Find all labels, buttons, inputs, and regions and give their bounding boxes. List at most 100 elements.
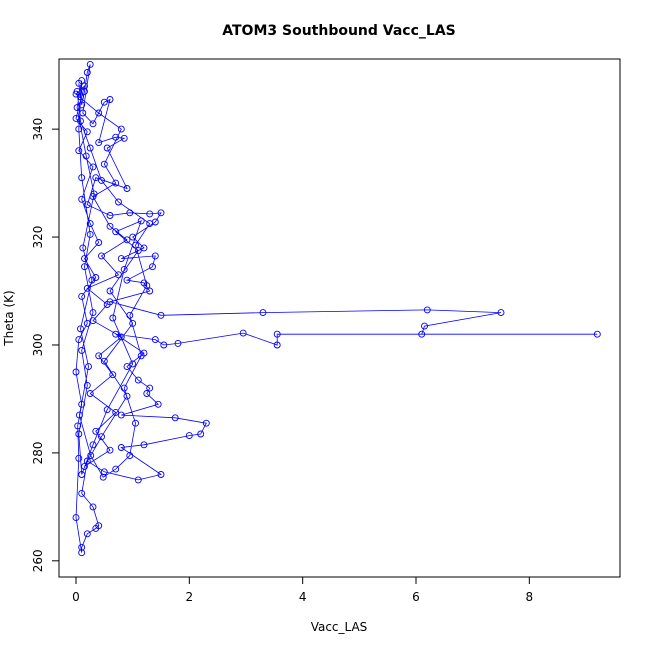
data-point — [112, 228, 120, 236]
data-point — [89, 309, 97, 317]
data-point — [78, 77, 86, 85]
data-point — [78, 195, 86, 203]
data-point — [421, 322, 428, 330]
data-point — [78, 543, 86, 551]
data-point — [86, 390, 94, 397]
data-point — [134, 476, 142, 484]
data-point — [239, 329, 247, 337]
data-point — [418, 330, 426, 338]
data-point — [146, 210, 154, 218]
data-point — [81, 82, 88, 90]
data-point — [137, 352, 145, 360]
data-point — [134, 376, 142, 384]
data-point — [143, 282, 151, 290]
y-axis-label: Theta (K) — [2, 290, 16, 346]
data-point — [73, 104, 81, 112]
data-point — [98, 176, 105, 184]
data-point — [89, 441, 97, 449]
data-point — [88, 276, 96, 284]
data-point — [143, 390, 151, 397]
data-point — [132, 419, 139, 427]
x-tick-label: 6 — [412, 590, 420, 604]
data-point — [98, 433, 105, 441]
data-point — [117, 444, 125, 451]
data-point — [78, 549, 86, 557]
data-point — [126, 209, 134, 217]
data-point — [77, 325, 84, 333]
data-point — [273, 341, 281, 349]
data-point — [74, 422, 82, 430]
data-point — [197, 430, 205, 438]
data-point — [89, 503, 97, 511]
data-point — [117, 125, 125, 133]
data-point — [154, 400, 162, 408]
x-axis: 0 2 4 6 8 — [72, 576, 533, 604]
data-point — [109, 371, 117, 379]
y-axis: 260 280 300 320 340 — [31, 118, 60, 572]
data-point — [106, 96, 114, 103]
data-point — [90, 190, 98, 198]
data-point — [78, 489, 86, 497]
data-point — [202, 419, 210, 427]
data-point — [106, 446, 114, 454]
data-point — [134, 247, 142, 255]
data-point — [83, 201, 91, 209]
data-point — [78, 346, 86, 354]
data-point — [75, 411, 83, 419]
y-tick-label: 300 — [31, 334, 45, 357]
data-point — [137, 217, 145, 225]
data-point — [75, 147, 83, 155]
data-point — [140, 244, 148, 252]
data-point — [126, 452, 134, 460]
data-point — [81, 255, 88, 263]
data-point — [78, 174, 86, 182]
data-point — [79, 109, 87, 117]
data-point — [89, 120, 97, 128]
data-point — [83, 284, 91, 292]
data-point — [151, 252, 159, 260]
data-point — [83, 381, 91, 389]
data-point — [112, 133, 120, 141]
data-point — [157, 209, 165, 217]
plot-frame — [58, 58, 621, 578]
data-point — [185, 432, 193, 440]
data-point — [82, 152, 90, 160]
data-point — [151, 336, 159, 344]
data-point — [75, 454, 83, 462]
data-point — [75, 125, 83, 133]
data-point — [86, 220, 94, 228]
data-point — [259, 309, 267, 317]
data-point — [171, 414, 179, 422]
data-point — [72, 368, 80, 376]
data-point — [117, 255, 125, 263]
data-point — [112, 330, 120, 338]
data-point — [123, 392, 131, 400]
data-point — [117, 411, 125, 419]
data-point — [112, 179, 120, 187]
data-point — [83, 457, 91, 465]
data-point — [100, 98, 108, 106]
data-point — [83, 69, 91, 76]
data-point — [75, 336, 83, 344]
data-point — [423, 306, 431, 314]
data-point — [103, 144, 111, 152]
data-point — [129, 360, 137, 368]
data-point — [120, 134, 128, 142]
data-point — [123, 236, 131, 244]
data-point — [86, 60, 94, 68]
data-point — [79, 244, 87, 252]
data-point — [95, 239, 103, 246]
data-point — [123, 276, 131, 284]
y-tick-label: 280 — [31, 441, 45, 464]
data-point — [112, 465, 120, 473]
data-point — [86, 144, 94, 152]
data-point — [174, 339, 182, 347]
series-layer — [72, 60, 601, 557]
data-point — [92, 174, 100, 182]
data-point — [497, 309, 505, 317]
data-point — [117, 333, 125, 341]
y-tick-label: 320 — [31, 226, 45, 249]
data-point — [92, 524, 100, 532]
data-point — [157, 471, 165, 478]
data-point — [132, 241, 139, 249]
